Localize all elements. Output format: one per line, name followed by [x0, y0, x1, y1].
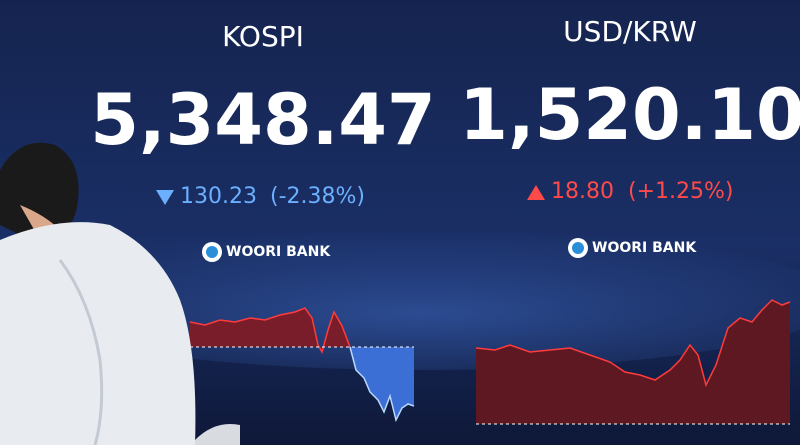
kospi-area-up [190, 308, 350, 352]
kospi-line-down [349, 346, 415, 423]
fx-line [475, 299, 791, 388]
shirt-fold [58, 259, 104, 445]
person-head [0, 142, 79, 235]
fx-change: 18.80 [551, 179, 614, 204]
index-value: 5,348.47 [90, 79, 435, 161]
change: 130.23 [180, 184, 257, 209]
change-pct: (-2.38%) [270, 184, 365, 209]
bank-logo-inner [206, 246, 218, 258]
sponsor: WOORI BANK [226, 244, 331, 260]
person-shirt [0, 222, 196, 445]
fx-value: 1,520.10 [459, 74, 800, 156]
kospi-line-up [189, 307, 351, 354]
index-name: KOSPI [222, 20, 304, 53]
up-arrow [527, 185, 545, 200]
bank-logo-inner [572, 242, 584, 254]
chair [195, 424, 240, 445]
fx-name: USD/KRW [563, 15, 697, 48]
fx-change-pct: (+1.25%) [628, 179, 734, 204]
down-arrow [156, 190, 174, 205]
fx-sponsor: WOORI BANK [592, 240, 697, 256]
kospi-area-down [350, 347, 414, 420]
fx-area [476, 300, 790, 424]
